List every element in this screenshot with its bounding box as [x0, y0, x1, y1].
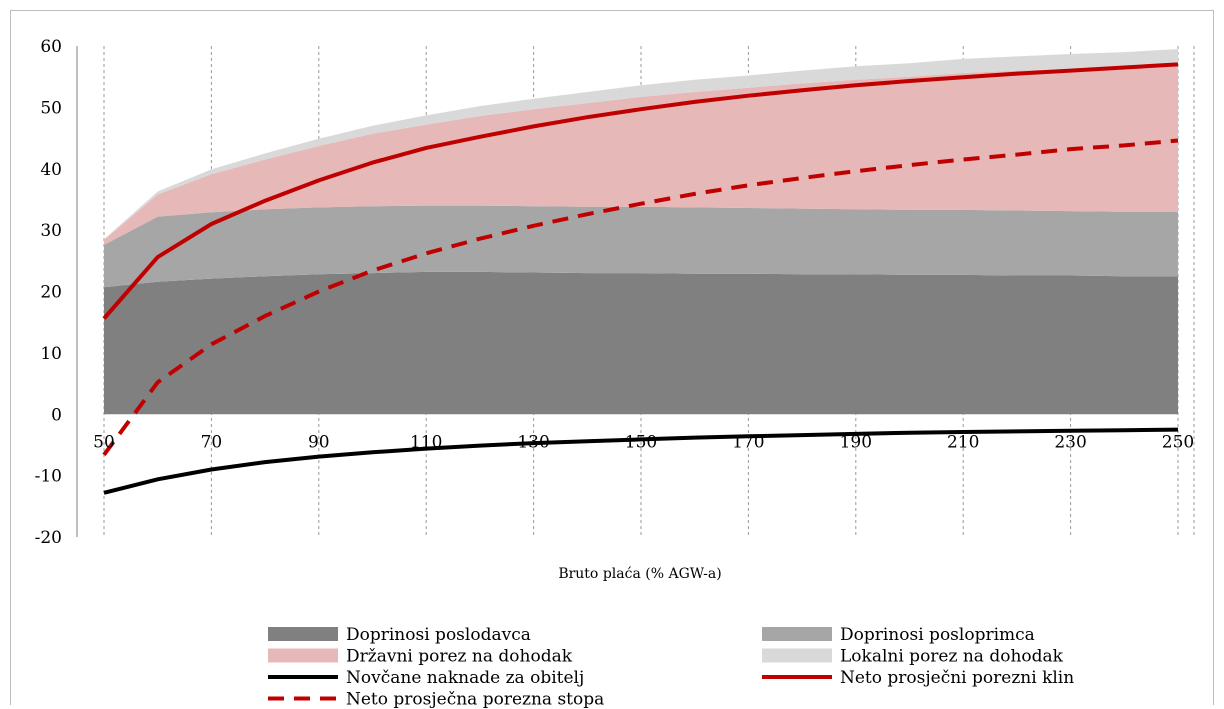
- line-series-3: [102, 138, 1179, 456]
- area-series-4: [104, 49, 1178, 240]
- y-tick-label: 60: [40, 37, 62, 57]
- line-layer: [102, 62, 1179, 495]
- legend-label: Državni porez na dohodak: [346, 647, 573, 667]
- legend-item: Neto prosječni porezni klin: [762, 668, 1074, 688]
- x-tick-label: 190: [840, 432, 872, 452]
- legend-label: Doprinosi posloprimca: [840, 625, 1035, 645]
- x-tick-label: 50: [93, 432, 115, 452]
- y-tick-label: 20: [40, 283, 62, 303]
- x-tick-label: 170: [732, 432, 764, 452]
- area-layer: [104, 49, 1178, 415]
- line-series-2: [102, 62, 1179, 320]
- x-tick-label: 110: [410, 432, 442, 452]
- y-tick-label: 40: [40, 160, 62, 180]
- legend-item: Neto prosječna porezna stopa: [268, 690, 604, 709]
- legend-swatch: [762, 648, 832, 663]
- y-tick-label: -10: [35, 467, 62, 487]
- area-series-1: [104, 271, 1178, 415]
- legend-item: Doprinosi posloprimca: [762, 625, 1035, 645]
- x-tick-label: 250: [1162, 432, 1194, 452]
- legend-item: Doprinosi poslodavca: [268, 625, 531, 645]
- legend-item: Novčane naknade za obitelj: [268, 668, 584, 688]
- y-tick-label: -20: [35, 528, 62, 548]
- y-tick-label: 50: [40, 98, 62, 118]
- legend-label: Neto prosječna porezna stopa: [346, 690, 604, 709]
- tick-layer: 60 50 40 30 20 10 0 -10 -20 50 70 90 110 130 150 170 190…: [35, 37, 1195, 548]
- x-tick-label: 130: [517, 432, 549, 452]
- legend: Doprinosi poslodavca Doprinosi posloprimc…: [268, 625, 1074, 709]
- legend-item: Lokalni porez na dohodak: [762, 647, 1064, 667]
- legend-swatch: [762, 627, 832, 641]
- line-series-1: [103, 427, 1179, 495]
- x-tick-label: 70: [201, 432, 223, 452]
- legend-swatch: [268, 648, 338, 663]
- x-tick-label: 90: [308, 432, 330, 452]
- legend-label: Lokalni porez na dohodak: [840, 647, 1064, 667]
- legend-swatch: [268, 627, 338, 641]
- y-tick-label: 30: [40, 221, 62, 241]
- legend-label: Neto prosječni porezni klin: [840, 668, 1074, 688]
- x-tick-label: 230: [1054, 432, 1086, 452]
- y-tick-label: 10: [40, 344, 62, 364]
- area-series-3: [104, 64, 1178, 245]
- x-axis-title: Bruto plaća (% AGW-a): [558, 566, 721, 582]
- legend-item: Državni porez na dohodak: [268, 647, 573, 667]
- legend-label: Doprinosi poslodavca: [346, 625, 531, 645]
- x-tick-label: 150: [625, 432, 657, 452]
- area-series-2: [104, 205, 1178, 288]
- y-tick-label: 0: [51, 405, 62, 425]
- x-tick-label: 210: [947, 432, 979, 452]
- legend-label: Novčane naknade za obitelj: [346, 668, 584, 688]
